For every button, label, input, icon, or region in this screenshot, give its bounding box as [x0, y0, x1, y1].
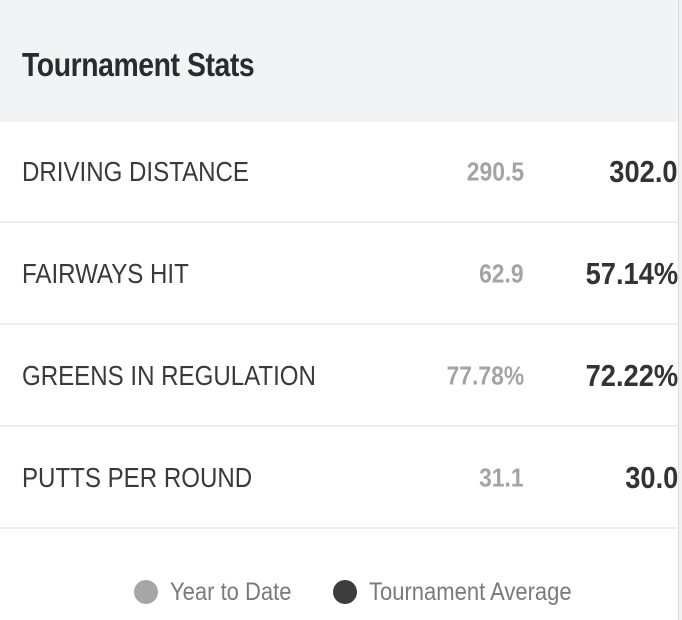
stat-tournament-average-value: 302.0	[609, 153, 678, 189]
circle-icon	[134, 580, 158, 604]
stat-year-to-date-value: 62.9	[479, 258, 524, 288]
circle-icon	[333, 580, 357, 604]
scrollbar[interactable]	[678, 0, 682, 620]
stats-title: Tournament Stats	[22, 46, 255, 83]
legend-label: Year to Date	[170, 577, 292, 606]
stat-year-to-date-value: 77.78%	[446, 360, 524, 390]
stat-year-to-date-value: 290.5	[466, 156, 524, 186]
stat-tournament-average-value: 72.22%	[585, 357, 678, 393]
legend-label: Tournament Average	[369, 577, 572, 606]
stat-label: PUTTS PER ROUND	[22, 461, 253, 493]
legend-item-year-to-date[interactable]: Year to Date	[134, 572, 308, 612]
stat-label: GREENS IN REGULATION	[22, 359, 316, 391]
stat-row-putts-per-round: PUTTS PER ROUND 31.1 30.0	[0, 428, 678, 529]
stat-tournament-average-value: 30.0	[624, 459, 678, 495]
stat-tournament-average-value: 57.14%	[585, 255, 678, 291]
stat-row-driving-distance: DRIVING DISTANCE 290.5 302.0	[0, 122, 678, 223]
stat-label: DRIVING DISTANCE	[22, 155, 249, 187]
stats-legend: Year to Date Tournament Average	[0, 572, 678, 612]
stat-row-fairways-hit: FAIRWAYS HIT 62.9 57.14%	[0, 224, 678, 325]
stat-year-to-date-value: 31.1	[479, 462, 524, 492]
stat-row-greens-in-regulation: GREENS IN REGULATION 77.78% 72.22%	[0, 326, 678, 427]
stats-header: Tournament Stats	[0, 0, 678, 122]
legend-item-tournament-average[interactable]: Tournament Average	[333, 572, 599, 612]
stat-label: FAIRWAYS HIT	[22, 257, 189, 289]
